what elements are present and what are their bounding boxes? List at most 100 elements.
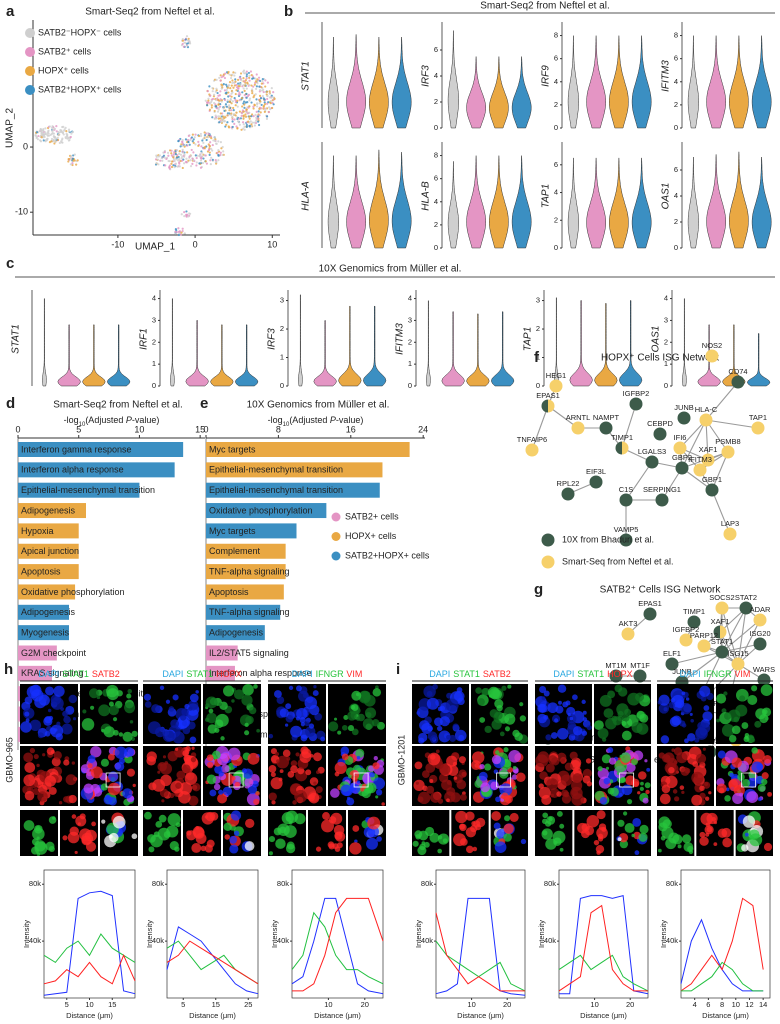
micrograph-blob [454,729,467,742]
micrograph-blob [559,847,564,852]
umap-point [219,79,222,82]
micrograph-blob [761,778,768,786]
umap-point [207,143,210,146]
umap-point [223,98,227,102]
micrograph-blob [312,690,319,697]
umap-point [185,161,188,164]
legend-swatch [25,85,35,95]
micrograph-blob [636,710,645,719]
umap-point [238,91,241,94]
umap-point [263,101,266,104]
edge [737,619,761,665]
micrograph-blob [514,732,523,741]
micrograph-blob [437,725,443,732]
umap-point [172,153,175,156]
umap-point [233,122,236,125]
micrograph-blob [668,766,675,774]
micrograph-blob [512,774,518,780]
violin [594,303,618,387]
umap-point [231,79,234,82]
umap-point [208,151,211,154]
micrograph-blob [206,761,214,769]
umap-point [237,82,240,85]
violin [447,30,459,129]
legend-label: SATB2⁺HOPX⁺ cells [38,84,122,94]
micrograph-blob [499,731,505,737]
bar [18,564,79,580]
micrograph-blob [495,750,500,755]
network-node [645,455,659,469]
micrograph-blob [224,834,230,840]
micrograph-blob [427,752,441,766]
micrograph-blob [175,782,182,789]
micrograph-blob [741,779,751,788]
umap-point [217,140,220,143]
umap-point [172,158,176,161]
micrograph-blob [625,762,636,773]
micrograph-blob [279,769,284,774]
gene-label: OAS1 [651,326,662,353]
umap-point [181,140,184,144]
micrograph-blob [731,757,742,768]
plot-frame [291,869,384,999]
umap-point [213,109,216,113]
micrograph-blob [567,712,571,717]
umap-point [260,107,263,110]
umap-point [38,129,42,132]
micrograph-blob [268,835,276,843]
umap-point [200,151,204,154]
micrograph-blob [412,840,419,847]
micrograph-blob [186,830,192,836]
panel-title: 10X Genomics from Müller et al. [319,264,462,275]
umap-point [71,163,74,167]
edge [705,381,739,421]
micrograph-blob [449,734,457,742]
violin [687,156,699,249]
micrograph-blob [244,730,250,736]
micrograph-blob [685,697,690,701]
micrograph-blob [176,770,186,780]
micrograph-blob [621,720,627,727]
bar-label: Complement [209,546,261,556]
umap-point [224,72,227,75]
micrograph-blob [691,771,704,785]
umap-point [190,136,194,139]
micrograph-blob [761,772,769,780]
umap-point [75,163,78,166]
micrograph-blob [328,816,337,824]
umap-point [233,81,236,84]
y-tick-label: 0 [674,243,678,252]
intensity-line [291,897,384,995]
umap-point [173,159,176,163]
micrograph-blob [603,708,614,719]
micrograph-blob [699,836,709,846]
micrograph-blob [503,833,512,842]
umap-point [180,231,183,234]
micrograph-blob [343,715,349,721]
y-tick-label: 4 [434,71,438,80]
violin [57,324,81,387]
network-node [757,673,771,687]
plot-frame [166,869,259,999]
umap-point [244,79,247,82]
micrograph-blob [541,696,546,701]
umap-point [258,102,261,105]
umap-point [222,150,225,153]
umap-point [206,136,210,139]
violin [42,298,47,387]
panel-title: Smart-Seq2 from Neftel et al. [480,1,610,12]
bar [18,543,79,559]
micrograph-blob [746,791,759,804]
x-tick-label: 10 [590,1000,598,1009]
micrograph-blob [504,815,511,822]
umap-point [157,163,160,166]
micrograph-blob [253,684,258,689]
umap-point [197,144,200,147]
y-tick-label: 6 [434,45,438,54]
umap-point [210,156,213,159]
micrograph-blob [285,703,292,710]
umap-point [238,85,241,88]
micrograph-blob [206,839,215,848]
micrograph-blob [24,696,33,705]
micrograph-blob [658,848,662,853]
